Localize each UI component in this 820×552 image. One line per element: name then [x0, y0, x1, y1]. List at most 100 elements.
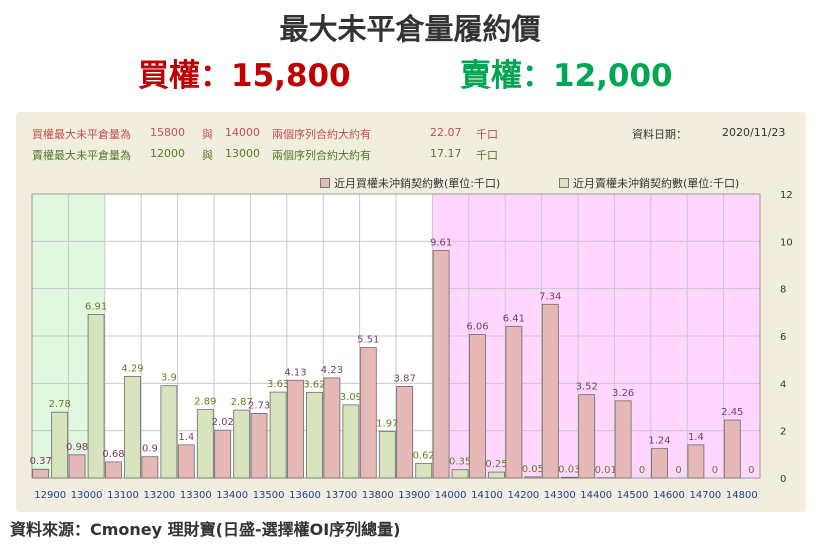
- call-info-label: 買權最大未平倉量為: [32, 128, 131, 141]
- call-bar-13400: [214, 429, 232, 479]
- put-value-label-13600: 3.62: [303, 379, 325, 390]
- x-tick-label-14400: 14400: [580, 490, 612, 501]
- call-value-label-13700: 4.23: [321, 365, 343, 376]
- date-label: 資料日期：: [632, 128, 687, 141]
- call-value-label-13400: 2.02: [212, 417, 234, 428]
- y-tick-label: 2: [780, 427, 786, 438]
- call-bar-14700: [687, 444, 705, 479]
- x-tick-label-14200: 14200: [507, 490, 539, 501]
- put-info-unit: 千口: [476, 149, 498, 162]
- y-tick-label: 4: [780, 379, 786, 390]
- put-value-label-14800: 0: [748, 465, 754, 476]
- call-bar-12900: [32, 468, 50, 479]
- y-tick-label: 10: [780, 237, 793, 248]
- x-tick-label-13500: 13500: [253, 490, 285, 501]
- call-value-label-13900: 3.87: [394, 373, 416, 384]
- put-info-desc: 兩個序列合約大約有: [272, 149, 371, 162]
- call-value-label-14300: 7.34: [539, 291, 561, 302]
- put-value-label-14400: 0.01: [595, 465, 617, 476]
- x-tick-label-13100: 13100: [107, 490, 139, 501]
- x-tick-label-13000: 13000: [71, 490, 103, 501]
- put-bar-13000: [87, 314, 105, 479]
- call-bar-13300: [177, 444, 195, 479]
- put-bar-13500: [269, 391, 287, 479]
- x-tick-label-14800: 14800: [726, 490, 758, 501]
- call-bar-13200: [141, 456, 159, 479]
- put-bar-13900: [415, 462, 433, 479]
- legend-label-call: 近月買權未沖銷契約數(單位:千口): [334, 177, 501, 190]
- put-bar-13100: [124, 376, 141, 479]
- put-bar-14000: [451, 469, 469, 479]
- call-bar-14000: [432, 250, 450, 479]
- call-value-label-12900: 0.37: [30, 456, 52, 467]
- source-note: 資料來源：Cmoney 理財寶(日盛-選擇權OI序列總量): [10, 520, 401, 539]
- put-value-label-13100: 4.29: [121, 363, 143, 374]
- put-bar-13700: [342, 404, 360, 479]
- x-tick-label-13600: 13600: [289, 490, 321, 501]
- put-value-label-13200: 3.9: [161, 373, 177, 384]
- call-bar-13500: [250, 412, 268, 479]
- x-tick-label-14100: 14100: [471, 490, 503, 501]
- y-tick-label: 6: [780, 332, 786, 343]
- call-value-label-13500: 2.73: [248, 400, 270, 411]
- call-bar-14400: [578, 394, 596, 479]
- x-tick-label-14000: 14000: [435, 490, 467, 501]
- call-bar-14300: [541, 303, 559, 479]
- x-tick-label-14500: 14500: [617, 490, 649, 501]
- call-info-conj: 與: [202, 128, 213, 141]
- call-bar-13600: [287, 379, 304, 479]
- call-value-label-13300: 1.4: [178, 432, 194, 443]
- x-tick-label-14300: 14300: [544, 490, 576, 501]
- legend-item-put: 近月賣權未沖銷契約數(單位:千口): [559, 175, 739, 191]
- call-info-value: 22.07: [430, 126, 462, 139]
- put-bar-14200: [524, 476, 542, 479]
- y-tick-label: 12: [780, 190, 793, 201]
- put-value-label-13700: 3.09: [340, 392, 362, 403]
- plot-frame: [31, 193, 761, 479]
- put-bar-13300: [196, 409, 214, 479]
- put-info-strike2: 13000: [225, 147, 260, 160]
- call-value-label-13200: 0.9: [142, 444, 158, 455]
- put-info-strike: 12000: [150, 147, 185, 160]
- call-bar-14100: [469, 334, 486, 479]
- put-value-label-14700: 0: [712, 465, 718, 476]
- call-bar-13900: [396, 386, 414, 479]
- put-value-label-13800: 1.97: [376, 418, 398, 429]
- put-max-oi-headline: 賣權：12,000: [460, 58, 673, 94]
- put-value-label-13500: 3.63: [267, 379, 289, 390]
- put-info-value: 17.17: [430, 147, 462, 160]
- legend-swatch-put: [559, 178, 569, 188]
- legend-swatch-call: [320, 178, 330, 188]
- call-value-label-13100: 0.68: [102, 449, 124, 460]
- put-bar-12900: [51, 411, 69, 479]
- call-info-unit: 千口: [476, 128, 498, 141]
- call-info-desc: 兩個序列合約大約有: [272, 128, 371, 141]
- call-value-label-14600: 1.24: [648, 436, 670, 447]
- x-tick-label-14700: 14700: [689, 490, 721, 501]
- put-value-label-14600: 0: [675, 465, 681, 476]
- x-tick-label-13700: 13700: [325, 490, 357, 501]
- call-value-label-13800: 5.51: [357, 335, 379, 346]
- call-value-label-14500: 3.26: [612, 388, 634, 399]
- put-bar-14300: [560, 476, 578, 479]
- legend-item-call: 近月買權未沖銷契約數(單位:千口): [320, 175, 500, 191]
- date-value: 2020/11/23: [722, 126, 786, 139]
- put-value-label-14500: 0: [639, 465, 645, 476]
- put-bar-13400: [233, 409, 251, 479]
- call-value-label-13000: 0.98: [66, 442, 88, 453]
- y-tick-label: 0: [780, 474, 786, 485]
- call-info-strike2: 14000: [225, 126, 260, 139]
- call-max-oi-headline: 買權：15,800: [138, 58, 351, 94]
- call-value-label-14700: 1.4: [688, 432, 704, 443]
- put-value-label-13000: 6.91: [85, 301, 107, 312]
- put-bar-13600: [306, 391, 323, 479]
- call-bar-14600: [651, 448, 668, 479]
- call-value-label-14000: 9.61: [430, 238, 452, 249]
- x-tick-label-13900: 13900: [398, 490, 430, 501]
- call-value-label-14400: 3.52: [576, 382, 598, 393]
- call-bar-13700: [323, 377, 341, 479]
- call-bar-13100: [105, 461, 122, 479]
- put-value-label-14100: 0.25: [485, 459, 507, 470]
- y-tick-label: 8: [780, 285, 786, 296]
